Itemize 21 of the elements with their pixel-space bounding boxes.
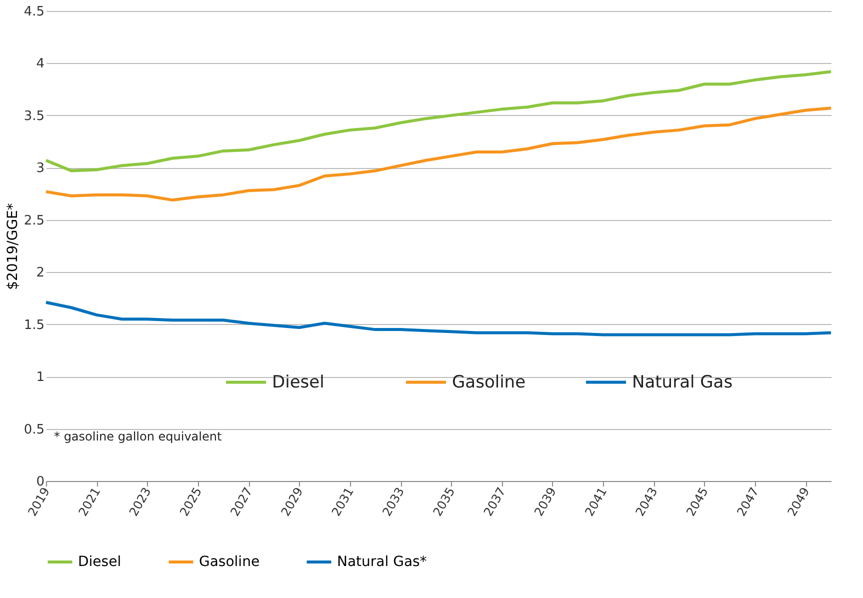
legend-label: Diesel [78,554,122,570]
y-tick-label: 2 [36,266,44,281]
legend-label: Natural Gas* [337,554,427,570]
y-tick-label: 4 [36,56,44,72]
line-series [44,300,832,336]
y-tick-label: 3.5 [24,108,44,124]
y-tick-label: 3 [36,161,44,176]
y-tick-label: 0.5 [24,422,44,438]
annotation: Diesel [272,372,324,392]
y-axis-title: $2019/GGE* [4,203,21,290]
y-tick-label: 1.5 [24,318,44,333]
annotation: * gasoline gallon equivalent [54,429,222,444]
legend-label: Gasoline [199,554,260,570]
y-tick-label: 2.5 [24,213,44,228]
line-series [44,106,832,202]
line-series [44,70,832,172]
y-tick-label: 1 [36,370,44,386]
y-tick-label: 4.5 [24,4,44,20]
y-tick-label: 0 [36,474,44,490]
annotation: Natural Gas [632,372,733,392]
annotation: Gasoline [452,372,526,392]
